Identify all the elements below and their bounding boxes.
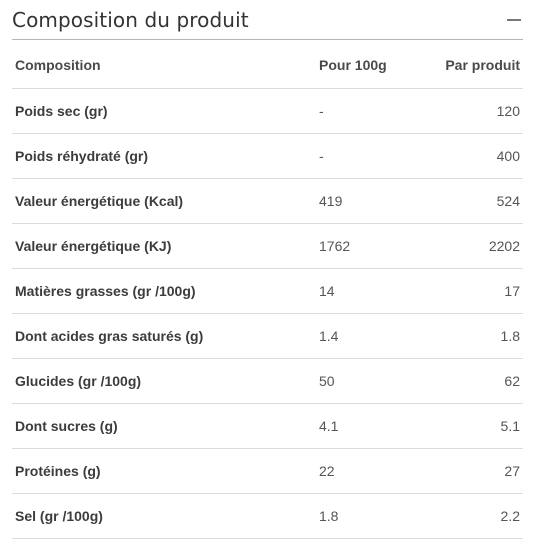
row-label: Valeur énergétique (KJ) xyxy=(12,223,315,269)
column-header-per-100g: Pour 100g xyxy=(315,42,415,89)
row-label: Sel (gr /100g) xyxy=(12,493,315,539)
value-per-product: 524 xyxy=(415,178,523,224)
table-row: Protéines (g) 22 27 xyxy=(12,448,523,494)
table-row: Dont sucres (g) 4.1 5.1 xyxy=(12,403,523,449)
row-label: Poids réhydraté (gr) xyxy=(12,133,315,179)
row-label: Glucides (gr /100g) xyxy=(12,358,315,404)
column-header-per-product: Par produit xyxy=(415,42,523,89)
value-per-product: 2202 xyxy=(415,223,523,269)
value-per-100g: 419 xyxy=(315,178,415,224)
value-per-product: 400 xyxy=(415,133,523,179)
value-per-100g: 4.1 xyxy=(315,403,415,449)
row-label: Poids sec (gr) xyxy=(12,88,315,134)
table-row: Poids réhydraté (gr) - 400 xyxy=(12,133,523,179)
value-per-product: 17 xyxy=(415,268,523,314)
table-row: Valeur énergétique (KJ) 1762 2202 xyxy=(12,223,523,269)
table-row: Matières grasses (gr /100g) 14 17 xyxy=(12,268,523,314)
row-label: Protéines (g) xyxy=(12,448,315,494)
value-per-100g: 1.4 xyxy=(315,313,415,359)
value-per-100g: 22 xyxy=(315,448,415,494)
section-title: Composition du produit xyxy=(12,7,249,32)
value-per-product: 62 xyxy=(415,358,523,404)
table-row: Glucides (gr /100g) 50 62 xyxy=(12,358,523,404)
value-per-100g: - xyxy=(315,88,415,134)
value-per-product: 27 xyxy=(415,448,523,494)
minus-icon[interactable] xyxy=(505,11,523,29)
value-per-100g: 1762 xyxy=(315,223,415,269)
value-per-100g: 14 xyxy=(315,268,415,314)
table-header-row: Composition Pour 100g Par produit xyxy=(12,42,523,89)
value-per-product: 120 xyxy=(415,88,523,134)
value-per-product: 2.2 xyxy=(415,493,523,539)
table-row: Valeur énergétique (Kcal) 419 524 xyxy=(12,178,523,224)
column-header-composition: Composition xyxy=(12,42,315,89)
table-row: Sel (gr /100g) 1.8 2.2 xyxy=(12,493,523,539)
row-label: Valeur énergétique (Kcal) xyxy=(12,178,315,224)
value-per-100g: 1.8 xyxy=(315,493,415,539)
value-per-product: 1.8 xyxy=(415,313,523,359)
composition-table: Composition Pour 100g Par produit Poids … xyxy=(12,42,523,539)
value-per-100g: - xyxy=(315,133,415,179)
value-per-100g: 50 xyxy=(315,358,415,404)
section-header[interactable]: Composition du produit xyxy=(12,0,523,40)
value-per-product: 5.1 xyxy=(415,403,523,449)
row-label: Matières grasses (gr /100g) xyxy=(12,268,315,314)
table-row: Dont acides gras saturés (g) 1.4 1.8 xyxy=(12,313,523,359)
row-label: Dont sucres (g) xyxy=(12,403,315,449)
table-row: Poids sec (gr) - 120 xyxy=(12,88,523,134)
row-label: Dont acides gras saturés (g) xyxy=(12,313,315,359)
